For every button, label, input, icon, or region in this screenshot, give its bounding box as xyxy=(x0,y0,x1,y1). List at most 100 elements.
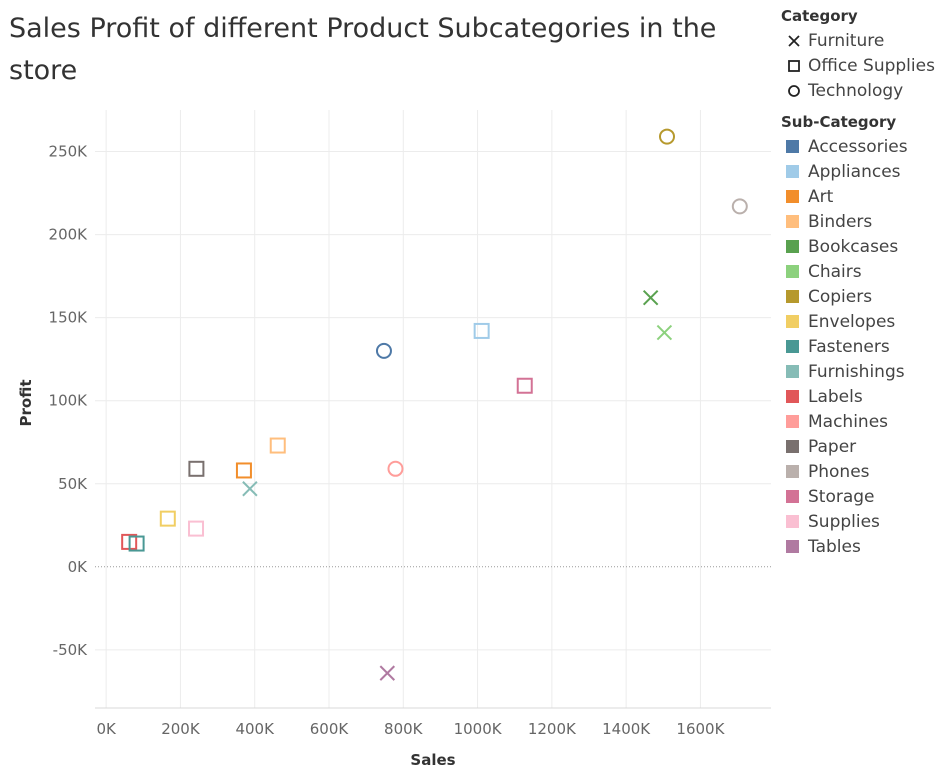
color-swatch xyxy=(786,340,799,353)
y-axis-title: Profit xyxy=(17,380,35,427)
legend-label: Paper xyxy=(808,436,857,457)
data-points xyxy=(121,128,748,681)
point-art xyxy=(235,462,252,479)
color-swatch xyxy=(786,290,799,303)
subcategory-legend-title: Sub-Category xyxy=(781,113,897,131)
color-swatch xyxy=(786,415,799,428)
point-storage xyxy=(516,377,533,394)
color-swatch xyxy=(786,265,799,278)
x-tick-label: 1600K xyxy=(676,720,725,738)
y-tick-label: 250K xyxy=(49,143,89,161)
legend-label: Chairs xyxy=(808,261,862,282)
legend-item-bookcases[interactable]: Bookcases xyxy=(781,234,947,259)
point-fasteners xyxy=(128,535,145,552)
point-phones xyxy=(731,198,748,215)
legend-item-appliances[interactable]: Appliances xyxy=(781,159,947,184)
legend-label: Furnishings xyxy=(808,361,905,382)
x-axis-title: Sales xyxy=(410,751,455,769)
legend-item-office-supplies[interactable]: Office Supplies xyxy=(781,53,947,78)
y-tick-label: 0K xyxy=(68,558,89,576)
legend-label: Machines xyxy=(808,411,889,432)
circle-marker-icon xyxy=(787,84,801,98)
cross-stroke xyxy=(642,289,659,306)
color-swatch xyxy=(786,490,799,503)
legend-label: Tables xyxy=(808,536,861,557)
category-legend-title: Category xyxy=(781,7,858,25)
x-tick-label: 800K xyxy=(384,720,424,738)
legend-label: Binders xyxy=(808,211,873,232)
point-bookcases xyxy=(642,289,659,306)
color-swatch xyxy=(786,315,799,328)
legend-item-fasteners[interactable]: Fasteners xyxy=(781,334,947,359)
legend-label: Labels xyxy=(808,386,863,407)
legend-label: Phones xyxy=(808,461,870,482)
legend-label: Bookcases xyxy=(808,236,899,257)
legend-item-storage[interactable]: Storage xyxy=(781,484,947,509)
color-swatch xyxy=(786,465,799,478)
legend-item-supplies[interactable]: Supplies xyxy=(781,509,947,534)
legend-item-paper[interactable]: Paper xyxy=(781,434,947,459)
point-supplies xyxy=(188,520,205,537)
point-copiers xyxy=(659,128,675,145)
point-appliances xyxy=(473,322,490,339)
y-tick-label: 50K xyxy=(58,475,88,493)
color-swatch xyxy=(786,190,799,203)
legend-item-phones[interactable]: Phones xyxy=(781,459,947,484)
x-tick-label: 600K xyxy=(310,720,350,738)
y-tick-label: 150K xyxy=(49,309,89,327)
x-tick-label: 200K xyxy=(161,720,201,738)
x-tick-label: 1400K xyxy=(602,720,651,738)
color-swatch xyxy=(786,365,799,378)
grid-lines xyxy=(95,110,771,709)
legend-item-furnishings[interactable]: Furnishings xyxy=(781,359,947,384)
point-accessories xyxy=(375,342,392,359)
legend-item-furniture[interactable]: Furniture xyxy=(781,28,947,53)
legend-item-binders[interactable]: Binders xyxy=(781,209,947,234)
x-marker-icon xyxy=(787,34,801,48)
color-swatch xyxy=(786,440,799,453)
legend-label: Envelopes xyxy=(808,311,896,332)
square-symbol xyxy=(788,59,800,72)
legend-item-copiers[interactable]: Copiers xyxy=(781,284,947,309)
legend-label: Technology xyxy=(808,80,904,101)
x-tick-label: 1000K xyxy=(454,720,503,738)
legend-label: Accessories xyxy=(808,136,908,157)
legend-item-art[interactable]: Art xyxy=(781,184,947,209)
legend-label: Art xyxy=(808,186,834,207)
axis-ticks: 0K 200K 400K 600K 800K 1000K 1200K 1400K 1600K -5… xyxy=(49,143,726,738)
legend-item-accessories[interactable]: Accessories xyxy=(781,134,947,159)
legend-item-chairs[interactable]: Chairs xyxy=(781,259,947,284)
x-tick-label: 400K xyxy=(235,720,275,738)
category-legend: Furniture Office Supplies Technology xyxy=(781,28,947,103)
color-swatch xyxy=(786,390,799,403)
square-shape xyxy=(788,59,800,72)
point-chairs xyxy=(656,324,673,341)
legend-item-technology[interactable]: Technology xyxy=(781,78,947,103)
cross-stroke xyxy=(788,34,800,47)
legend-label: Supplies xyxy=(808,511,880,532)
legend-item-envelopes[interactable]: Envelopes xyxy=(781,309,947,334)
color-swatch xyxy=(786,515,799,528)
legend-label: Furniture xyxy=(808,30,885,51)
color-swatch xyxy=(786,140,799,153)
point-furnishings xyxy=(242,481,258,497)
legend-item-machines[interactable]: Machines xyxy=(781,409,947,434)
point-paper xyxy=(188,460,205,477)
legend-label: Appliances xyxy=(808,161,901,182)
legend-label: Fasteners xyxy=(808,336,890,357)
color-swatch xyxy=(786,215,799,228)
y-tick-label: -50K xyxy=(53,641,88,659)
point-machines xyxy=(387,460,404,477)
subcategory-legend: Accessories Appliances Art Binders Bookcases… xyxy=(781,134,947,559)
square-marker-icon xyxy=(787,59,801,73)
legend-item-labels[interactable]: Labels xyxy=(781,384,947,409)
legend-label: Storage xyxy=(808,486,875,507)
legend-label: Copiers xyxy=(808,286,873,307)
x-tick-label: 1200K xyxy=(528,720,577,738)
cross-stroke xyxy=(656,324,673,341)
x-shape xyxy=(788,34,800,47)
y-tick-label: 100K xyxy=(49,392,89,410)
circle-shape xyxy=(788,84,800,97)
legend-item-tables[interactable]: Tables xyxy=(781,534,947,559)
color-swatch xyxy=(786,540,799,553)
